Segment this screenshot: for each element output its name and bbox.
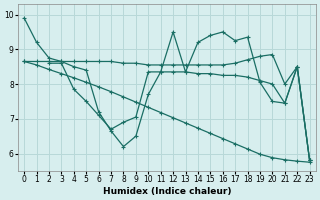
X-axis label: Humidex (Indice chaleur): Humidex (Indice chaleur) [103,187,231,196]
